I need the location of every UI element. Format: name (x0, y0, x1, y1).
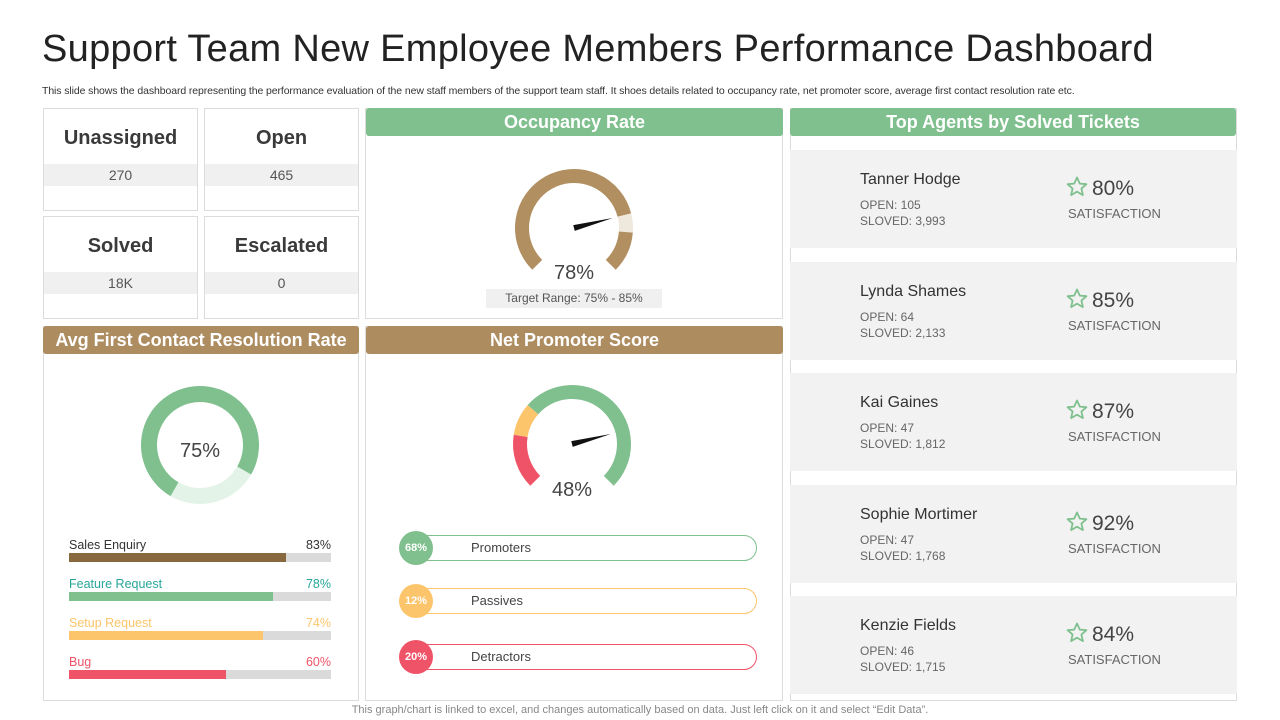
nps-pill-value: 20% (399, 640, 433, 674)
agent-solved-count: SLOVED: 1,715 (860, 660, 946, 674)
fcr-bar-fill (69, 553, 287, 562)
fcr-bar-fill (69, 631, 263, 640)
fcr-remaining-arc (170, 466, 252, 504)
agent-open-count: OPEN: 105 (860, 198, 921, 212)
star-icon (1066, 288, 1088, 308)
agent-satisfaction-value: 80% (1092, 177, 1135, 200)
agent-solved-count: SLOVED: 3,993 (860, 214, 946, 228)
occupancy-remaining-arc (605, 231, 633, 270)
occupancy-value-arc (515, 169, 632, 270)
agent-card: Kenzie Fields OPEN: 46 SLOVED: 1,715 84% SAT… (790, 596, 1237, 694)
agent-card: Sophie Mortimer OPEN: 47 SLOVED: 1,768 92% S… (790, 484, 1237, 583)
fcr-bar-label: Setup Request (69, 616, 152, 630)
nps-needle (571, 434, 611, 447)
occupancy-header: Occupancy Rate (366, 108, 783, 136)
agent-satisfaction-label: SATISFACTION (1068, 540, 1161, 556)
agent-open-count: OPEN: 64 (860, 309, 915, 324)
stat-card-solved: Solved 18K (43, 216, 198, 319)
page-title: Support Team New Employee Members Perfor… (42, 28, 1154, 70)
star-icon (1066, 622, 1088, 642)
page-subtitle: This slide shows the dashboard represent… (42, 85, 1075, 97)
fcr-bar-track (69, 631, 331, 640)
fcr-value-arc (141, 386, 259, 497)
agent-satisfaction-value: 84% (1092, 623, 1135, 646)
fcr-bar-fill (69, 592, 274, 601)
agent-name: Kenzie Fields (860, 617, 957, 634)
star-icon (1066, 399, 1088, 419)
agent-satisfaction-value: 85% (1092, 288, 1135, 312)
occupancy-target-arc (617, 213, 633, 233)
fcr-value: 75% (179, 440, 221, 462)
agent-open-count: OPEN: 46 (860, 644, 915, 658)
nps-pill-label: Promoters (471, 540, 531, 555)
nps-pill: 20% Detractors (399, 640, 757, 674)
agent-name: Kai Gaines (860, 394, 939, 411)
stat-card-open: Open 465 (204, 108, 359, 211)
agent-open-count: OPEN: 47 (860, 532, 915, 547)
fcr-bar-value: 78% (305, 577, 331, 591)
agent-satisfaction-label: SATISFACTION (1068, 429, 1161, 444)
nps-gauge (513, 385, 631, 486)
fcr-donut (141, 386, 259, 504)
stat-label: Escalated (234, 235, 329, 257)
agent-name: Lynda Shames (860, 282, 967, 300)
nps-pill-label: Passives (471, 593, 524, 608)
agent-satisfaction-label: SATISFACTION (1068, 652, 1161, 667)
fcr-bar-track (69, 553, 331, 562)
fcr-panel (43, 326, 359, 701)
occupancy-panel (365, 108, 783, 319)
nps-segment-arc (513, 404, 539, 438)
fcr-bar-value: 60% (305, 655, 331, 669)
agent-card: Tanner Hodge OPEN: 105 SLOVED: 3,993 80% SAT… (790, 150, 1237, 248)
nps-segment-arc (513, 434, 541, 486)
stat-value: 465 (205, 164, 358, 186)
occupancy-needle (573, 218, 613, 231)
fcr-header: Avg First Contact Resolution Rate (43, 326, 359, 354)
fcr-bar-label: Bug (69, 655, 92, 669)
fcr-bar-value: 74% (305, 616, 331, 630)
footer-note: This graph/chart is linked to excel, and… (351, 704, 929, 716)
star-icon (1066, 511, 1088, 531)
stat-value: 0 (205, 272, 358, 294)
fcr-bar-label: Sales Enquiry (69, 538, 147, 552)
stat-label: Unassigned (63, 127, 178, 149)
stat-label: Solved (87, 235, 154, 257)
nps-pill: 68% Promoters (399, 531, 757, 565)
fcr-bar-track (69, 670, 331, 679)
agent-satisfaction-value: 87% (1092, 400, 1135, 423)
agent-solved-count: SLOVED: 1,768 (860, 548, 946, 563)
star-icon (1066, 176, 1088, 196)
agent-satisfaction-label: SATISFACTION (1068, 317, 1161, 333)
stat-label: Open (255, 127, 308, 149)
agent-satisfaction-value: 92% (1092, 511, 1135, 535)
agent-name: Tanner Hodge (860, 171, 961, 188)
stat-card-unassigned: Unassigned 270 (43, 108, 198, 211)
agents-header: Top Agents by Solved Tickets (790, 108, 1236, 136)
occupancy-gauge (515, 169, 633, 270)
fcr-bar-track (69, 592, 331, 601)
nps-header: Net Promoter Score (366, 326, 783, 354)
occupancy-target-range: Target Range: 75% - 85% (486, 289, 662, 308)
agent-solved-count: SLOVED: 2,133 (860, 325, 946, 340)
agent-card: Kai Gaines OPEN: 47 SLOVED: 1,812 87% SATISF… (790, 373, 1237, 471)
agent-card: Lynda Shames OPEN: 64 SLOVED: 2,133 85% SATI… (790, 261, 1237, 360)
agent-solved-count: SLOVED: 1,812 (860, 437, 946, 451)
nps-pill-value: 68% (399, 531, 433, 565)
nps-pill-label: Detractors (471, 649, 531, 664)
agent-open-count: OPEN: 47 (860, 421, 915, 435)
agent-name: Sophie Mortimer (860, 505, 978, 523)
stat-value: 18K (44, 272, 197, 294)
nps-value: 48% (551, 479, 593, 501)
nps-pill-value: 12% (399, 584, 433, 618)
fcr-bar-label: Feature Request (69, 577, 163, 591)
fcr-bar-value: 83% (305, 538, 331, 552)
nps-pill: 12% Passives (399, 584, 757, 618)
fcr-bar-fill (69, 670, 227, 679)
stat-value: 270 (44, 164, 197, 186)
occupancy-value: 78% (553, 262, 595, 284)
nps-segment-arc (527, 385, 631, 486)
agent-satisfaction-label: SATISFACTION (1068, 206, 1161, 221)
stat-card-escalated: Escalated 0 (204, 216, 359, 319)
